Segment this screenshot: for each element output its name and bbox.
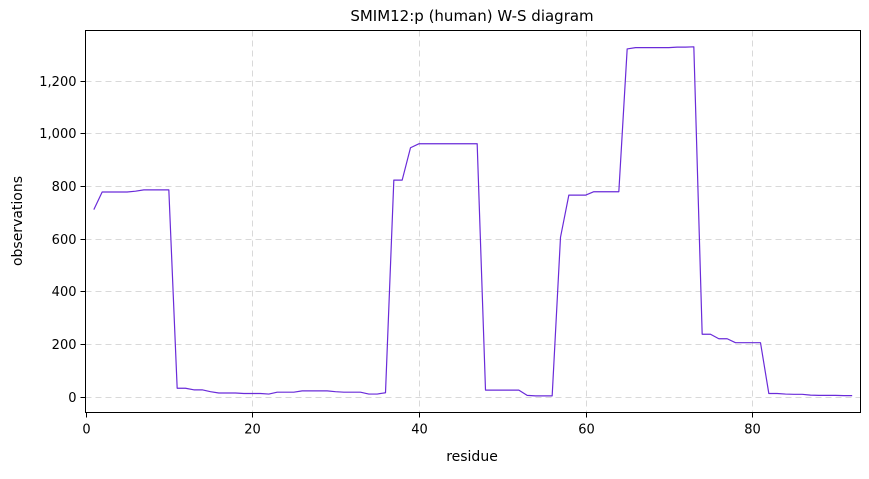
y-tick-label: 200 — [52, 338, 77, 353]
y-axis-label: observations — [10, 176, 26, 266]
y-tick-label: 0 — [68, 391, 76, 406]
x-tick-label: 0 — [82, 423, 90, 438]
x-tick-label: 40 — [411, 423, 428, 438]
y-tick-label: 800 — [52, 180, 77, 195]
series-line — [93, 46, 853, 397]
x-axis-label: residue — [446, 449, 498, 465]
series-layer — [93, 46, 853, 397]
grid-layer — [85, 30, 861, 413]
x-tick-label: 80 — [744, 423, 761, 438]
chart-title: SMIM12:p (human) W-S diagram — [350, 7, 593, 25]
plot-frame — [85, 30, 861, 413]
y-tick-label: 600 — [52, 233, 77, 248]
x-tick-label: 20 — [244, 423, 261, 438]
x-tick-label: 60 — [578, 423, 595, 438]
y-tick-label: 400 — [52, 285, 77, 300]
y-tick-label: 1,200 — [39, 75, 76, 90]
y-tick-label: 1,000 — [39, 127, 76, 142]
